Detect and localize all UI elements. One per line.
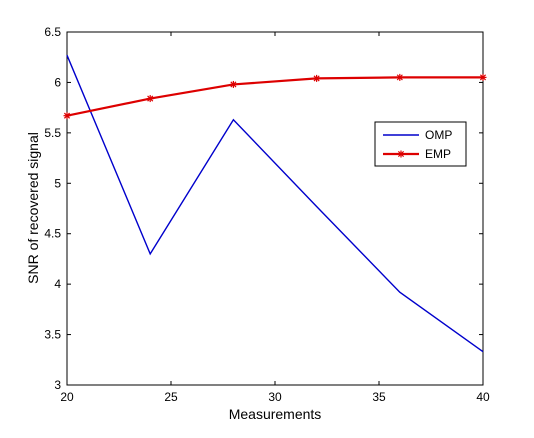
legend-marker-emp <box>397 150 405 158</box>
y-axis-label: SNR of recovered signal <box>25 132 41 284</box>
y-tick-label: 3.5 <box>44 328 61 342</box>
y-tick-label: 6 <box>54 75 61 89</box>
y-tick-label: 6.5 <box>44 25 61 39</box>
plot-area <box>66 31 484 386</box>
axis-ticks: 20 25 30 35 40 3 3.5 4 4.5 5 5.5 6 6.5 <box>44 25 490 404</box>
x-tick-label: 40 <box>476 390 490 404</box>
x-tick-label: 30 <box>268 390 282 404</box>
legend: OMP EMP <box>374 121 467 167</box>
x-tick-label: 20 <box>60 390 74 404</box>
data-point-emp <box>313 74 321 82</box>
y-tick-label: 5 <box>54 176 61 190</box>
y-tick-label: 4 <box>54 277 61 291</box>
data-point-emp <box>229 80 237 88</box>
series-line-emp <box>66 76 483 117</box>
data-point-emp <box>396 73 404 81</box>
legend-label-omp: OMP <box>425 128 452 142</box>
data-point-emp <box>479 73 487 81</box>
legend-label-emp: EMP <box>425 147 451 161</box>
y-tick-label: 5.5 <box>44 126 61 140</box>
x-axis-label: Measurements <box>229 406 322 422</box>
series-line-omp <box>66 54 484 353</box>
y-tick-label: 4.5 <box>44 227 61 241</box>
data-point-emp <box>63 112 71 120</box>
legend-box <box>374 121 467 167</box>
x-tick-label: 35 <box>372 390 386 404</box>
series-group <box>63 54 487 353</box>
data-point-emp <box>146 95 154 103</box>
x-tick-label: 25 <box>164 390 178 404</box>
y-tick-label: 3 <box>54 378 61 392</box>
